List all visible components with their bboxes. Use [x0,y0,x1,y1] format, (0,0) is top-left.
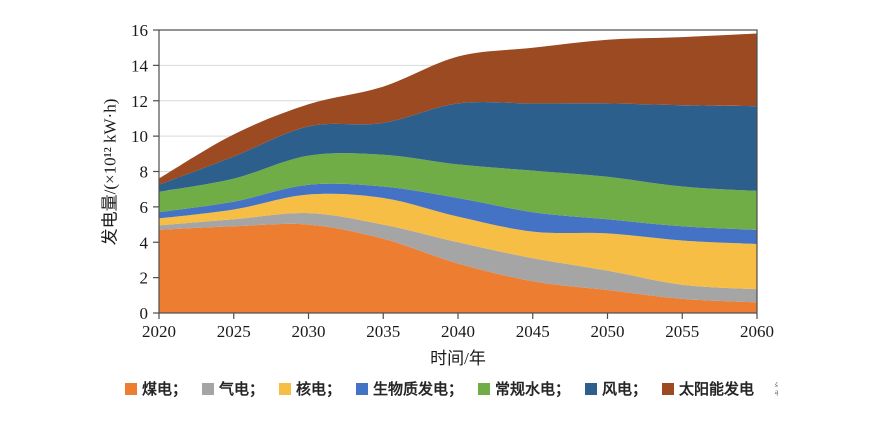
x-tick-label: 2045 [516,322,550,341]
y-tick-label: 8 [140,163,149,182]
x-tick-label: 2035 [366,322,400,341]
legend-item-1: 气电； [201,378,264,399]
y-tick-label: 6 [140,198,149,217]
legend-item-4: 常规水电； [478,378,570,399]
y-tick-label: 14 [131,56,149,75]
x-tick-label: 2060 [740,322,774,341]
legend-swatch-4 [478,382,490,395]
legend-label-2: 核电； [295,381,341,398]
x-tick-label: 2040 [441,322,475,341]
x-tick-label: 2020 [142,322,176,341]
legend-swatch-0 [124,382,137,395]
area-series-5 [159,101,757,192]
x-tick-label: 2030 [292,322,326,341]
axis-tick-labels: 0 2 4 6 8 10 12 14 16 2020 2025 2030 2035 2040 2045 205… [131,21,774,341]
y-tick-label: 2 [140,269,149,288]
legend-label-3: 生物质发电； [372,381,463,398]
legend-label-4: 常规水电； [495,381,571,398]
area-series-2 [159,193,757,290]
x-axis-title: 时间/年 [430,349,486,368]
area-series-3 [159,183,757,245]
y-tick-label: 4 [140,233,149,252]
legend: 煤电； 气电； 核电； 生物质发电； 常规水电； 风电； 太阳能发电 [0,378,879,399]
y-tick-label: 12 [131,92,148,111]
legend-item-3: 生物质发电； [355,378,463,399]
area-series-6 [159,33,757,185]
area-series-group [159,33,757,313]
legend-swatch-3 [355,382,368,395]
legend-swatch-2 [278,382,291,395]
legend-item-2: 核电； [278,378,341,399]
area-series-1 [159,212,757,303]
legend-item-5: 风电； [585,378,647,399]
legend-swatch-6 [662,382,675,395]
legend-label-0: 煤电； [141,381,187,398]
y-tick-label: 16 [131,21,148,40]
legend-label-5: 风电； [602,381,648,398]
tiny-artifact-mark: ś ą [775,381,779,396]
legend-label-6: 太阳能发电 [679,381,755,398]
y-tick-label: 0 [140,304,149,323]
legend-item-0: 煤电； [124,378,187,399]
y-tick-label: 10 [131,127,148,146]
legend-label-1: 气电； [218,381,264,398]
area-series-0 [159,223,757,313]
x-tick-label: 2055 [665,322,699,341]
y-axis-title: 发电量/(×10¹² kW·h) [100,98,120,246]
legend-swatch-5 [585,382,598,395]
axis-ticks [153,29,758,319]
legend-swatch-1 [201,382,214,395]
x-tick-label: 2050 [591,322,625,341]
legend-item-6: 太阳能发电 [662,378,754,399]
x-tick-label: 2025 [217,322,251,341]
area-series-4 [159,153,757,230]
